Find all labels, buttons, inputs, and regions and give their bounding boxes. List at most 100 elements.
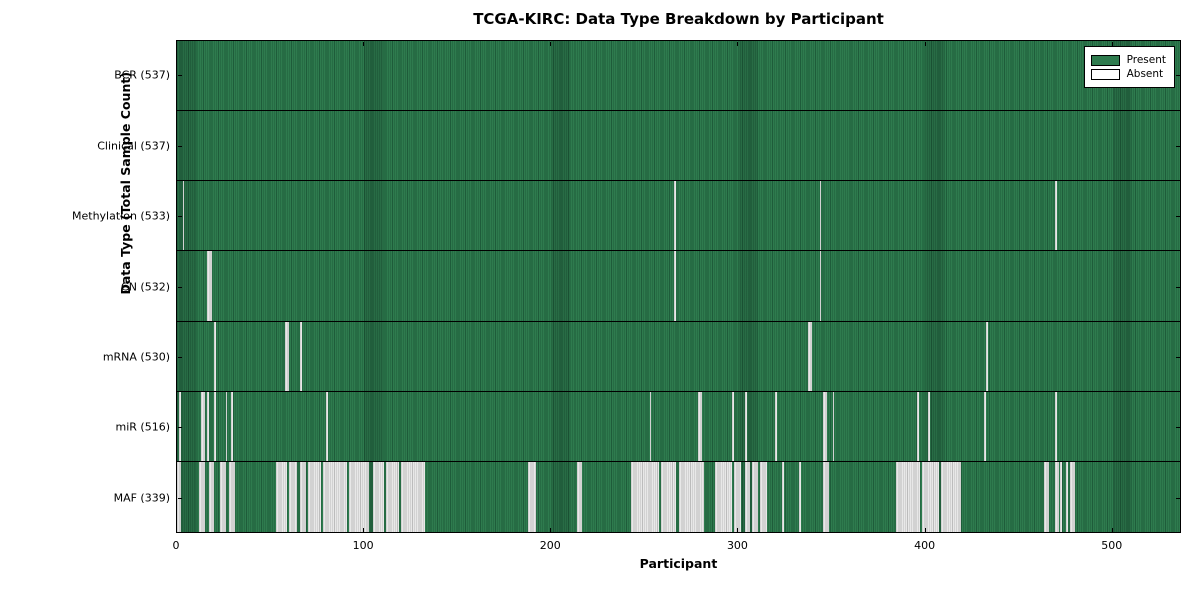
y-tick-label-mir: miR (516) — [115, 420, 171, 434]
chart-title: TCGA-KIRC: Data Type Breakdown by Partic… — [473, 10, 884, 28]
absent-stripe — [759, 461, 768, 532]
absent-stripe — [922, 461, 940, 532]
heatmap-row-methylation — [177, 181, 1180, 252]
y-tick-mark — [1175, 75, 1180, 77]
x-tick-label-100: 100 — [352, 539, 374, 552]
absent-stripe — [177, 461, 181, 532]
absent-stripe — [300, 321, 303, 391]
absent-stripe — [326, 391, 329, 461]
present-fill — [177, 41, 1180, 111]
absent-stripe — [214, 391, 217, 461]
absent-stripe — [649, 391, 652, 461]
absent-stripe — [673, 251, 676, 321]
y-tick-label-maf: MAF (339) — [113, 491, 170, 505]
absent-stripe — [275, 461, 288, 532]
absent-stripe — [1066, 461, 1068, 532]
y-axis-title: Data Type (Total Sample Count) — [117, 71, 133, 295]
present-fill — [177, 251, 1180, 321]
absent-stripe — [206, 251, 213, 321]
absent-stripe — [660, 461, 676, 532]
absent-stripe — [714, 461, 732, 532]
x-tick-mark — [550, 41, 552, 46]
absent-stripe — [201, 391, 205, 461]
absent-stripe — [1069, 461, 1076, 532]
y-tick-mark — [177, 286, 182, 288]
heatmap-row-bcr — [177, 41, 1180, 112]
y-tick-mark — [177, 145, 182, 147]
absent-stripe — [178, 391, 181, 461]
y-tick-mark — [1175, 356, 1180, 358]
absent-stripe — [208, 461, 215, 532]
y-tick-mark — [1175, 427, 1180, 429]
absent-stripe — [808, 321, 813, 391]
x-tick-mark — [176, 527, 177, 532]
absent-stripe — [744, 461, 751, 532]
absent-stripe — [199, 461, 205, 532]
absent-stripe — [798, 461, 801, 532]
x-tick-mark — [550, 527, 552, 532]
heatmap-row-mir — [177, 391, 1180, 462]
absent-stripe — [285, 321, 290, 391]
absent-stripe — [823, 461, 829, 532]
x-tick-mark — [1111, 41, 1113, 46]
absent-stripe — [916, 391, 919, 461]
legend-entry-present: Present — [1090, 54, 1166, 66]
x-axis-title: Participant — [639, 556, 718, 571]
heatmap-row-cn — [177, 251, 1180, 322]
present-swatch-icon — [1090, 54, 1120, 66]
heatmap-row-maf — [177, 461, 1180, 532]
absent-stripe — [576, 461, 583, 532]
absent-stripe — [300, 461, 306, 532]
absent-stripe — [1054, 181, 1057, 251]
x-tick-label-500: 500 — [1101, 539, 1123, 552]
present-fill — [177, 181, 1180, 251]
absent-stripe — [206, 391, 209, 461]
y-tick-mark — [177, 75, 182, 77]
absent-stripe — [225, 391, 228, 461]
present-fill — [177, 321, 1180, 391]
absent-stripe — [752, 461, 758, 532]
x-tick-label-400: 400 — [914, 539, 936, 552]
y-tick-mark — [1175, 286, 1180, 288]
absent-stripe — [679, 461, 704, 532]
absent-stripe — [940, 461, 962, 532]
absent-stripe — [307, 461, 321, 532]
absent-stripe — [214, 321, 217, 391]
legend-label-present: Present — [1126, 54, 1166, 66]
absent-stripe — [733, 461, 742, 532]
absent-stripe — [322, 461, 347, 532]
absent-stripe — [182, 181, 185, 251]
absent-stripe — [229, 461, 235, 532]
absent-stripe — [819, 251, 822, 321]
x-tick-mark — [176, 41, 177, 46]
legend: Present Absent — [1083, 46, 1175, 88]
y-tick-mark — [177, 216, 182, 218]
absent-stripe — [673, 181, 676, 251]
absent-stripe — [985, 321, 988, 391]
y-tick-label-methylation: Methylation (533) — [72, 209, 170, 223]
x-tick-mark — [924, 41, 926, 46]
y-tick-mark — [1175, 216, 1180, 218]
x-tick-mark — [737, 527, 739, 532]
absent-stripe — [528, 461, 536, 532]
absent-stripe — [731, 391, 734, 461]
absent-stripe — [782, 461, 785, 532]
y-tick-mark — [177, 356, 182, 358]
x-tick-mark — [737, 41, 739, 46]
heatmap-plot-area — [176, 40, 1181, 533]
y-tick-mark — [1175, 145, 1180, 147]
legend-label-absent: Absent — [1126, 68, 1164, 80]
y-tick-mark — [177, 497, 182, 499]
absent-stripe — [832, 391, 835, 461]
absent-stripe — [983, 391, 986, 461]
x-tick-mark — [1111, 527, 1113, 532]
x-tick-label-0: 0 — [172, 539, 180, 552]
absent-stripe — [219, 461, 226, 532]
absent-stripe — [823, 391, 827, 461]
absent-stripe — [231, 391, 234, 461]
absent-stripe — [819, 181, 822, 251]
y-tick-label-mrna: mRNA (530) — [102, 350, 170, 364]
absent-stripe — [1054, 391, 1057, 461]
y-tick-mark — [1175, 497, 1180, 499]
